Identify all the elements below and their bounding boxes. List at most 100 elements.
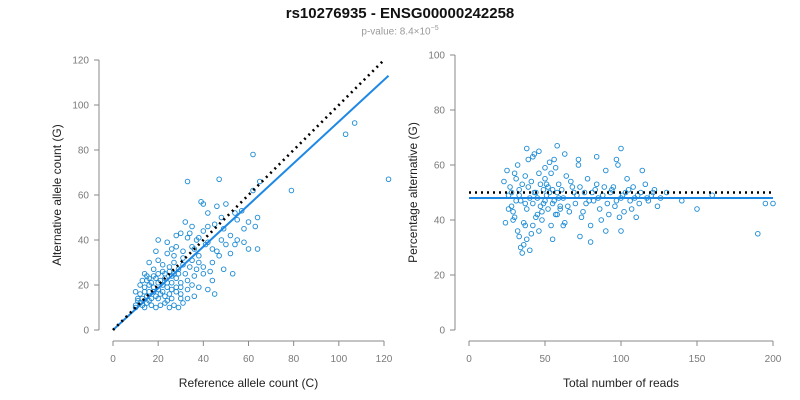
left-data-point [157, 302, 164, 309]
right-data-point [554, 142, 560, 149]
left-data-point [234, 237, 240, 243]
right-data-point [546, 159, 553, 165]
left-data-point [191, 293, 198, 300]
right-y-tick-label: 0 [439, 326, 445, 337]
right-data-point [513, 175, 519, 182]
right-y-tick-label: 80 [434, 106, 446, 117]
right-data-point [625, 186, 632, 193]
right-x-tick-label: 100 [613, 354, 630, 365]
right-data-point [508, 189, 515, 196]
right-data-point [627, 197, 633, 204]
left-data-point [211, 291, 218, 297]
right-data-point [533, 189, 539, 196]
right-data-point [505, 206, 512, 212]
right-data-point [618, 145, 624, 152]
right-data-point [522, 222, 528, 229]
left-data-point [173, 284, 179, 291]
left-data-point [227, 250, 234, 257]
left-data-point [153, 248, 159, 254]
left-data-point [155, 237, 161, 243]
left-y-tick-label: 40 [78, 236, 90, 247]
left-data-point [137, 291, 143, 297]
right-data-point [603, 228, 609, 234]
left-data-point [196, 252, 202, 259]
right-data-point [557, 206, 563, 212]
left-data-point [184, 295, 191, 302]
right-data-point [651, 186, 658, 193]
right-data-point [516, 233, 522, 240]
left-data-point [175, 271, 182, 277]
right-x-tick-label: 50 [539, 354, 551, 365]
left-x-tick-label: 60 [243, 354, 255, 365]
left-data-point [200, 201, 207, 207]
left-scatter-panel: 0 20 40 60 80 100 120 0 20 40 60 80 100 120 Reference … [50, 56, 393, 391]
left-data-point [168, 295, 175, 302]
right-data-point [558, 186, 565, 193]
right-scatter-panel: 0 20 40 60 80 100 0 50 100 150 200 Total number of … [406, 51, 782, 391]
right-data-point [566, 208, 573, 215]
left-data-point [238, 207, 245, 214]
left-data-point [153, 304, 159, 311]
left-data-point [150, 266, 157, 273]
right-data-point [537, 181, 544, 187]
right-data-point [679, 197, 685, 204]
right-data-point [542, 164, 548, 171]
left-data-point [177, 284, 184, 291]
right-data-point [616, 214, 623, 220]
left-data-point [200, 264, 207, 270]
left-data-point [137, 282, 143, 288]
left-data-point [229, 271, 236, 277]
right-data-point [520, 219, 527, 226]
right-data-point [510, 208, 516, 215]
right-data-point [610, 184, 617, 190]
right-data-point [534, 211, 541, 218]
right-data-point [609, 186, 615, 193]
left-data-point [177, 295, 184, 302]
figure-title: rs10276935 - ENSG00000242258 [285, 5, 515, 22]
right-data-point [511, 214, 518, 220]
left-data-point [166, 264, 173, 270]
right-data-point [554, 211, 560, 218]
left-data-point [252, 223, 259, 230]
left-data-point [220, 266, 227, 273]
right-data-point [545, 184, 551, 190]
left-data-point [175, 304, 182, 311]
left-y-tick-label: 80 [78, 146, 90, 157]
left-data-point [141, 304, 148, 311]
right-data-point [622, 189, 629, 196]
right-data-point [618, 228, 624, 234]
left-data-point [166, 291, 173, 297]
left-data-point [184, 178, 191, 185]
right-data-point [552, 211, 559, 218]
right-x-tick-label: 0 [466, 354, 472, 365]
left-data-point [159, 268, 166, 275]
right-data-point [522, 173, 528, 179]
right-data-point [548, 170, 554, 176]
left-data-point [250, 151, 256, 158]
right-data-point [528, 230, 535, 237]
left-data-point [288, 187, 295, 194]
right-data-point [517, 197, 524, 204]
left-x-axis-title: Reference allele count (C) [179, 376, 318, 390]
right-data-point [638, 189, 644, 196]
right-data-point [516, 186, 522, 193]
left-data-point [141, 284, 148, 291]
right-data-point [593, 153, 600, 160]
left-data-point [200, 228, 207, 234]
left-data-point [177, 230, 184, 236]
left-data-point [193, 266, 200, 273]
left-data-point [223, 201, 229, 207]
left-data-point [177, 280, 184, 286]
left-data-point [162, 293, 168, 300]
left-data-point [254, 214, 261, 221]
left-data-point [191, 273, 198, 279]
right-data-point [593, 181, 600, 187]
left-data-point [209, 246, 216, 252]
right-data-point [531, 151, 538, 157]
left-data-point [232, 210, 238, 216]
right-data-point [519, 250, 525, 256]
left-data-point [189, 223, 195, 230]
left-data-point [223, 241, 229, 248]
left-data-point [234, 216, 240, 223]
